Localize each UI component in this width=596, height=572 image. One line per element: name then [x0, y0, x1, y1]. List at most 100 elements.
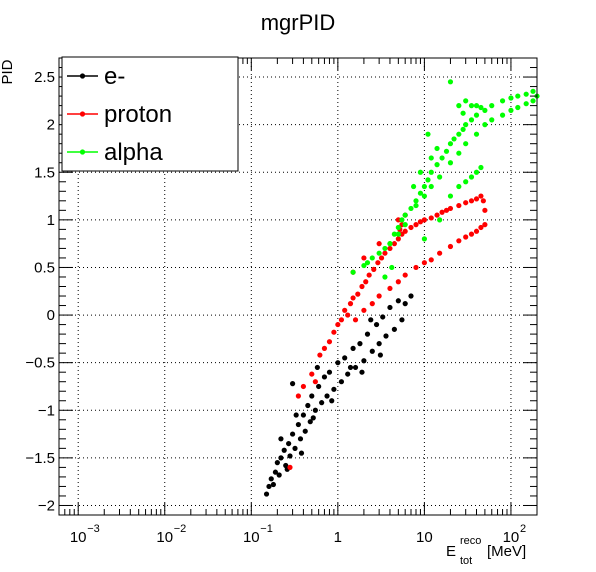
data-point: [402, 222, 408, 228]
data-point: [530, 88, 536, 94]
legend: e-proton alpha: [61, 56, 239, 172]
data-point: [417, 190, 424, 196]
legend-marker-proton: [79, 111, 86, 117]
data-point: [352, 317, 359, 323]
data-point: [421, 260, 427, 266]
data-point: [473, 169, 480, 175]
data-point: [287, 464, 293, 470]
data-point: [437, 217, 443, 223]
data-point: [417, 169, 424, 175]
data-point: [447, 141, 454, 147]
data-point: [350, 269, 356, 275]
data-point: [312, 379, 318, 385]
data-point: [478, 193, 484, 199]
data-point: [463, 98, 469, 104]
x-tick-exponent: −3: [87, 523, 100, 535]
data-point: [478, 164, 484, 171]
data-point: [460, 110, 466, 116]
data-point: [395, 236, 401, 242]
data-point: [359, 283, 365, 290]
data-point: [480, 198, 486, 204]
y-tick-label: 2: [47, 117, 55, 134]
data-point: [289, 431, 296, 437]
data-point: [408, 293, 414, 299]
data-point: [468, 231, 475, 237]
data-point: [378, 255, 385, 261]
legend-label: proton: [104, 101, 172, 128]
data-point: [274, 460, 280, 466]
data-point: [376, 293, 382, 299]
x-tick-exponent: −1: [260, 523, 273, 535]
data-point: [371, 266, 377, 272]
data-point: [413, 222, 419, 228]
data-point: [263, 491, 270, 497]
data-point: [456, 103, 462, 109]
chart-title: mgrPID: [261, 10, 336, 35]
data-point: [391, 326, 397, 332]
data-point: [345, 312, 351, 318]
data-point: [473, 131, 480, 137]
data-point: [363, 279, 369, 285]
data-point: [421, 183, 427, 190]
data-point: [402, 212, 408, 218]
data-point: [482, 107, 488, 113]
data-point: [489, 103, 495, 109]
data-point: [515, 104, 521, 111]
data-point: [456, 238, 462, 244]
data-point: [451, 136, 457, 142]
data-point: [468, 198, 475, 204]
data-point: [499, 112, 506, 118]
data-point: [515, 93, 521, 99]
data-point: [305, 402, 311, 409]
tick-labels: 10 −3 10 −2 10 −1 1 10 10 2−2−1.5−1−0.500.511.522…: [25, 69, 526, 546]
data-point: [292, 445, 298, 451]
data-point: [382, 245, 388, 252]
data-point: [421, 217, 427, 223]
y-tick-label: −2: [38, 497, 55, 514]
data-point: [278, 436, 284, 442]
data-point: [300, 383, 307, 390]
data-point: [391, 241, 397, 247]
data-point: [489, 117, 495, 123]
data-point: [307, 419, 313, 425]
data-point: [463, 122, 469, 128]
data-point: [447, 243, 454, 250]
data-point: [321, 374, 328, 380]
data-point: [499, 98, 506, 104]
data-point: [373, 321, 380, 328]
data-point: [463, 200, 469, 206]
data-point: [347, 364, 354, 371]
data-point: [408, 224, 414, 231]
data-point: [447, 193, 454, 199]
data-point: [395, 217, 401, 223]
data-point: [278, 455, 284, 461]
data-point: [309, 393, 315, 399]
data-point: [399, 317, 405, 323]
x-tick-label: 10: [243, 529, 260, 546]
y-tick-label: −1.5: [25, 450, 55, 467]
data-point: [482, 207, 488, 213]
data-point: [321, 345, 328, 351]
data-point: [369, 301, 375, 307]
data-point: [468, 103, 475, 109]
x-axis-title-sup: reco: [460, 535, 481, 547]
data-point: [463, 179, 469, 185]
data-point: [287, 453, 293, 459]
data-point: [293, 412, 299, 418]
y-tick-label: −1: [38, 402, 55, 419]
data-point: [326, 339, 333, 345]
data-point: [350, 345, 356, 351]
data-point: [335, 321, 341, 328]
data-point: [437, 250, 443, 256]
data-point: [447, 160, 454, 166]
data-point: [316, 383, 322, 390]
data-point: [375, 260, 381, 266]
data-point: [530, 98, 536, 104]
data-point: [361, 255, 367, 261]
data-point: [463, 234, 469, 240]
data-point: [382, 274, 388, 280]
data-point: [309, 371, 315, 377]
legend-label: alpha: [104, 139, 163, 166]
data-point: [376, 250, 382, 256]
data-point: [460, 126, 466, 133]
